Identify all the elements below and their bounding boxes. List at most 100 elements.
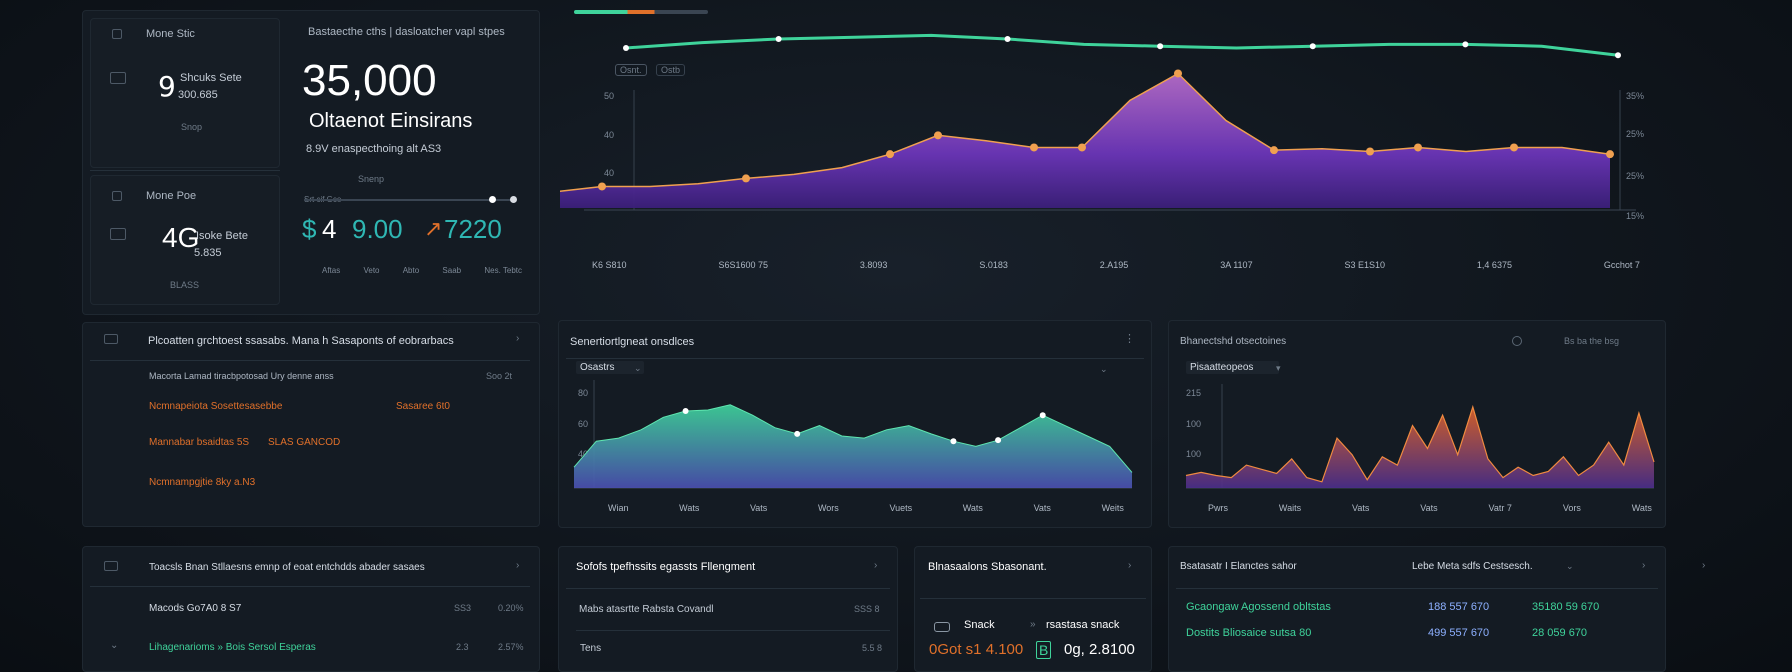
x-label: 3A 1107 [1220, 260, 1253, 270]
data-point [1414, 143, 1422, 152]
legend-chip[interactable]: Ostb [656, 64, 686, 76]
stat2-label: Isoke Bete [196, 230, 248, 242]
more-icon[interactable]: › [1702, 560, 1706, 571]
bottom-mid-title: Sofofs tpefhssits egassts Fllengment [576, 561, 756, 573]
mid-chart-dropdown[interactable]: Osastrs [576, 361, 645, 374]
more-icon[interactable]: › [516, 560, 520, 571]
list-item-label[interactable]: Ncmnapeiota Sosettesasebbe [149, 401, 283, 412]
x-label: Vors [1562, 503, 1581, 513]
value-c: 7220 [444, 214, 502, 244]
bottom-small-divider [920, 598, 1146, 599]
x-label: Vats [1420, 503, 1438, 513]
stat2-sub: 5.835 [194, 247, 222, 259]
table-row[interactable]: Macods Go7A0 8 S7 [149, 603, 242, 614]
table-row[interactable]: Lihagenarioms » Bois Sersol Esperas [149, 642, 316, 653]
table-cell: 35180 59 670 [1532, 601, 1600, 613]
hero-subtitle: Oltaenot Einsirans [309, 110, 473, 132]
chart-icon[interactable] [110, 72, 126, 84]
settings-icon[interactable] [112, 29, 122, 39]
list-item-label[interactable]: Mannabar bsaidtas 5S [149, 437, 250, 448]
more-icon[interactable]: › [1128, 560, 1132, 571]
data-point [1270, 146, 1278, 155]
mid-chart-divider [566, 358, 1144, 359]
y-tick-right: 15% [1626, 211, 1644, 221]
more-icon[interactable]: › [874, 560, 878, 571]
slider-label: Snenp [358, 174, 385, 184]
bottom-left-title: Toacsls Bnan Stllaesns emnp of eoat entc… [149, 562, 425, 573]
data-point [995, 437, 1002, 444]
chevron-down-icon[interactable]: ▾ [1276, 363, 1281, 373]
data-point [1030, 143, 1038, 152]
chevron-down-icon[interactable]: ⌄ [1566, 561, 1574, 571]
x-label: Wats [962, 503, 983, 513]
orange-area-fill [1186, 406, 1654, 488]
data-point [1606, 150, 1614, 159]
orange-area-line [1185, 404, 1655, 483]
data-point [1039, 412, 1046, 419]
hero-heading: Bastaecthe cths | dasloatcher vapl stpes [308, 26, 505, 38]
mid-x-labels: Wian Wats Vats Wors Vuets Wats Vats Weit… [608, 503, 1124, 513]
chevron-down-icon[interactable]: ⌄ [634, 363, 642, 373]
x-label: 3.8093 [859, 260, 888, 270]
list-header-row: Macorta Lamad tiracbpotosad Ury denne an… [149, 371, 334, 381]
list-icon[interactable] [104, 561, 118, 571]
bottom-small-panel [914, 546, 1152, 672]
data-point [598, 182, 606, 191]
table-row[interactable]: Mabs atasrtte Rabsta Covandl [579, 604, 714, 615]
settings-icon-2[interactable] [112, 191, 122, 201]
data-point [1309, 43, 1316, 50]
bottom-small-title: Blnasaalons Sbasonant. [928, 561, 1047, 573]
main-chart-legend [574, 10, 708, 14]
mini-label: Veto [363, 266, 380, 275]
x-label: Gcchot 7 [1603, 260, 1640, 270]
list-item-value: Sasaree 6t0 [396, 401, 450, 412]
chevron-icon[interactable]: ⋮ [1124, 333, 1135, 345]
mid-list-panel [82, 322, 540, 527]
right-chart-dropdown[interactable]: Pisaatteopeos [1186, 361, 1280, 374]
x-label: Vatr 7 [1488, 503, 1512, 513]
chart-icon-2[interactable] [110, 228, 126, 240]
label-a: Snack [964, 619, 995, 631]
x-label: Wian [608, 503, 629, 513]
list-icon[interactable] [104, 334, 118, 344]
table-cell: 2.57% [498, 642, 524, 652]
x-label: Wors [817, 503, 839, 513]
legend-chip[interactable]: Osnt. [615, 64, 647, 76]
y-tick: 215 [1186, 388, 1201, 398]
trend-icon: ↗ [424, 216, 443, 241]
purple-area-series [560, 69, 1614, 208]
data-point [1157, 43, 1164, 50]
label-b: rsastasa snack [1046, 619, 1120, 631]
list-item-label[interactable]: Ncmnampgjtie 8ky a.N3 [149, 477, 256, 488]
x-label: Vats [1352, 503, 1370, 513]
main-x-labels: K6 S810 S6S1600 75 3.8093 S.0183 2.A195 … [592, 260, 1640, 270]
chevron-down-icon[interactable]: ⌄ [110, 640, 119, 651]
more-icon[interactable]: › [516, 333, 520, 344]
value-b: 0g, 2.8100 [1064, 641, 1135, 658]
bottom-mid-divider [566, 588, 890, 589]
table-cell: 2.3 [456, 642, 469, 652]
stat1-sub: 300.685 [178, 89, 218, 101]
mini-label: Abto [402, 266, 420, 275]
data-point [794, 430, 801, 437]
table-row[interactable]: Tens [580, 643, 602, 654]
slider-handle-end[interactable] [510, 196, 517, 203]
value-a: 0Got s1 4.100 [929, 641, 1024, 658]
bottom-right-title: Bsatasatr I Elanctes sahor [1180, 561, 1297, 572]
more-icon[interactable]: › [1642, 560, 1646, 571]
y-tick-left: 50 [604, 91, 614, 101]
data-point [682, 408, 689, 415]
range-slider[interactable] [304, 196, 517, 203]
table-cell: 0.20% [498, 603, 524, 613]
search-icon[interactable] [1512, 336, 1522, 346]
table-row[interactable]: Dostits Bliosaice sutsa 80 [1186, 627, 1312, 639]
list-divider [90, 360, 530, 361]
data-point [934, 131, 942, 140]
mini-label: Saab [442, 266, 462, 275]
data-point [1078, 143, 1086, 152]
table-row[interactable]: Gcaongaw Agossend obltstas [1186, 601, 1331, 613]
x-label: S6S1600 75 [718, 260, 768, 270]
slider-handle[interactable] [489, 196, 496, 203]
collapse-icon[interactable]: ⌄ [1100, 364, 1108, 374]
y-tick: 80 [578, 388, 588, 398]
